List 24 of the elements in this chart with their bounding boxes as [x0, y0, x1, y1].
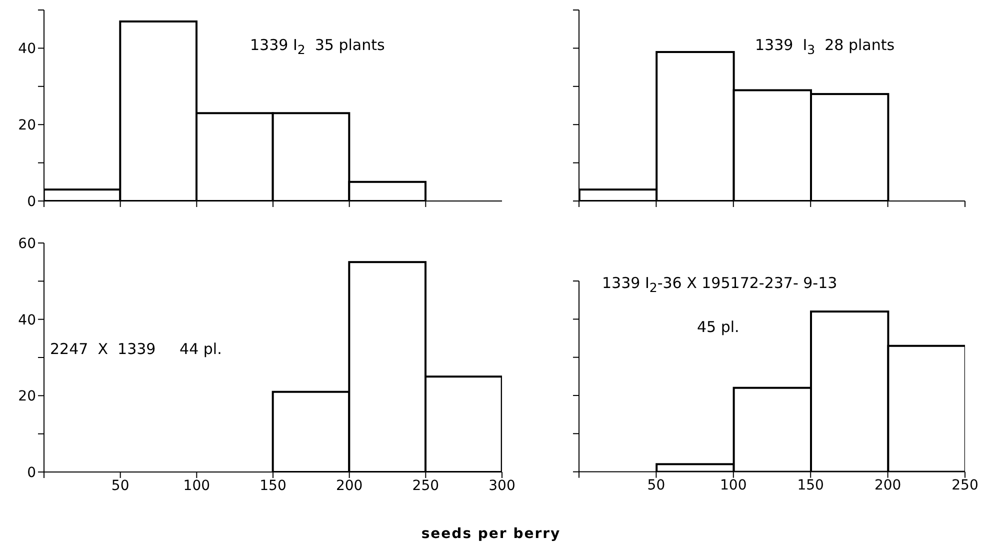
annotation: 1339 I$_{2}$ 35 plants [250, 36, 385, 57]
annotation: 45 pl. [697, 318, 740, 336]
x-tick-label: 50 [111, 478, 130, 494]
y-tick-label: 40 [18, 312, 36, 328]
x-tick-label: 150 [797, 478, 824, 494]
x-tick-label: 250 [952, 478, 978, 494]
x-tick-label: 200 [336, 478, 363, 494]
y-tick-label: 20 [18, 118, 36, 134]
y-tick-label: 0 [27, 194, 36, 210]
x-axis-title: seeds per berry [420, 526, 562, 542]
x-tick-label: 50 [647, 478, 666, 494]
annotation: 1339 I$_{3}$ 28 plants [755, 36, 895, 57]
x-tick-label: 100 [720, 478, 747, 494]
y-tick-label: 40 [18, 41, 36, 58]
x-tick-label: 150 [260, 478, 286, 494]
x-tick-label: 250 [412, 478, 440, 494]
annotation: 2247 X 1339 44 pl. [50, 340, 222, 358]
x-tick-label: 200 [874, 478, 902, 494]
x-tick-label: 300 [488, 478, 516, 494]
y-tick-label: 20 [18, 388, 36, 405]
y-tick-label: 0 [27, 464, 36, 481]
annotation: 1339 I$_{2}$-36 X 195172-237- 9-13 [602, 274, 838, 295]
x-tick-label: 100 [183, 478, 210, 494]
y-tick-label: 60 [18, 236, 36, 252]
